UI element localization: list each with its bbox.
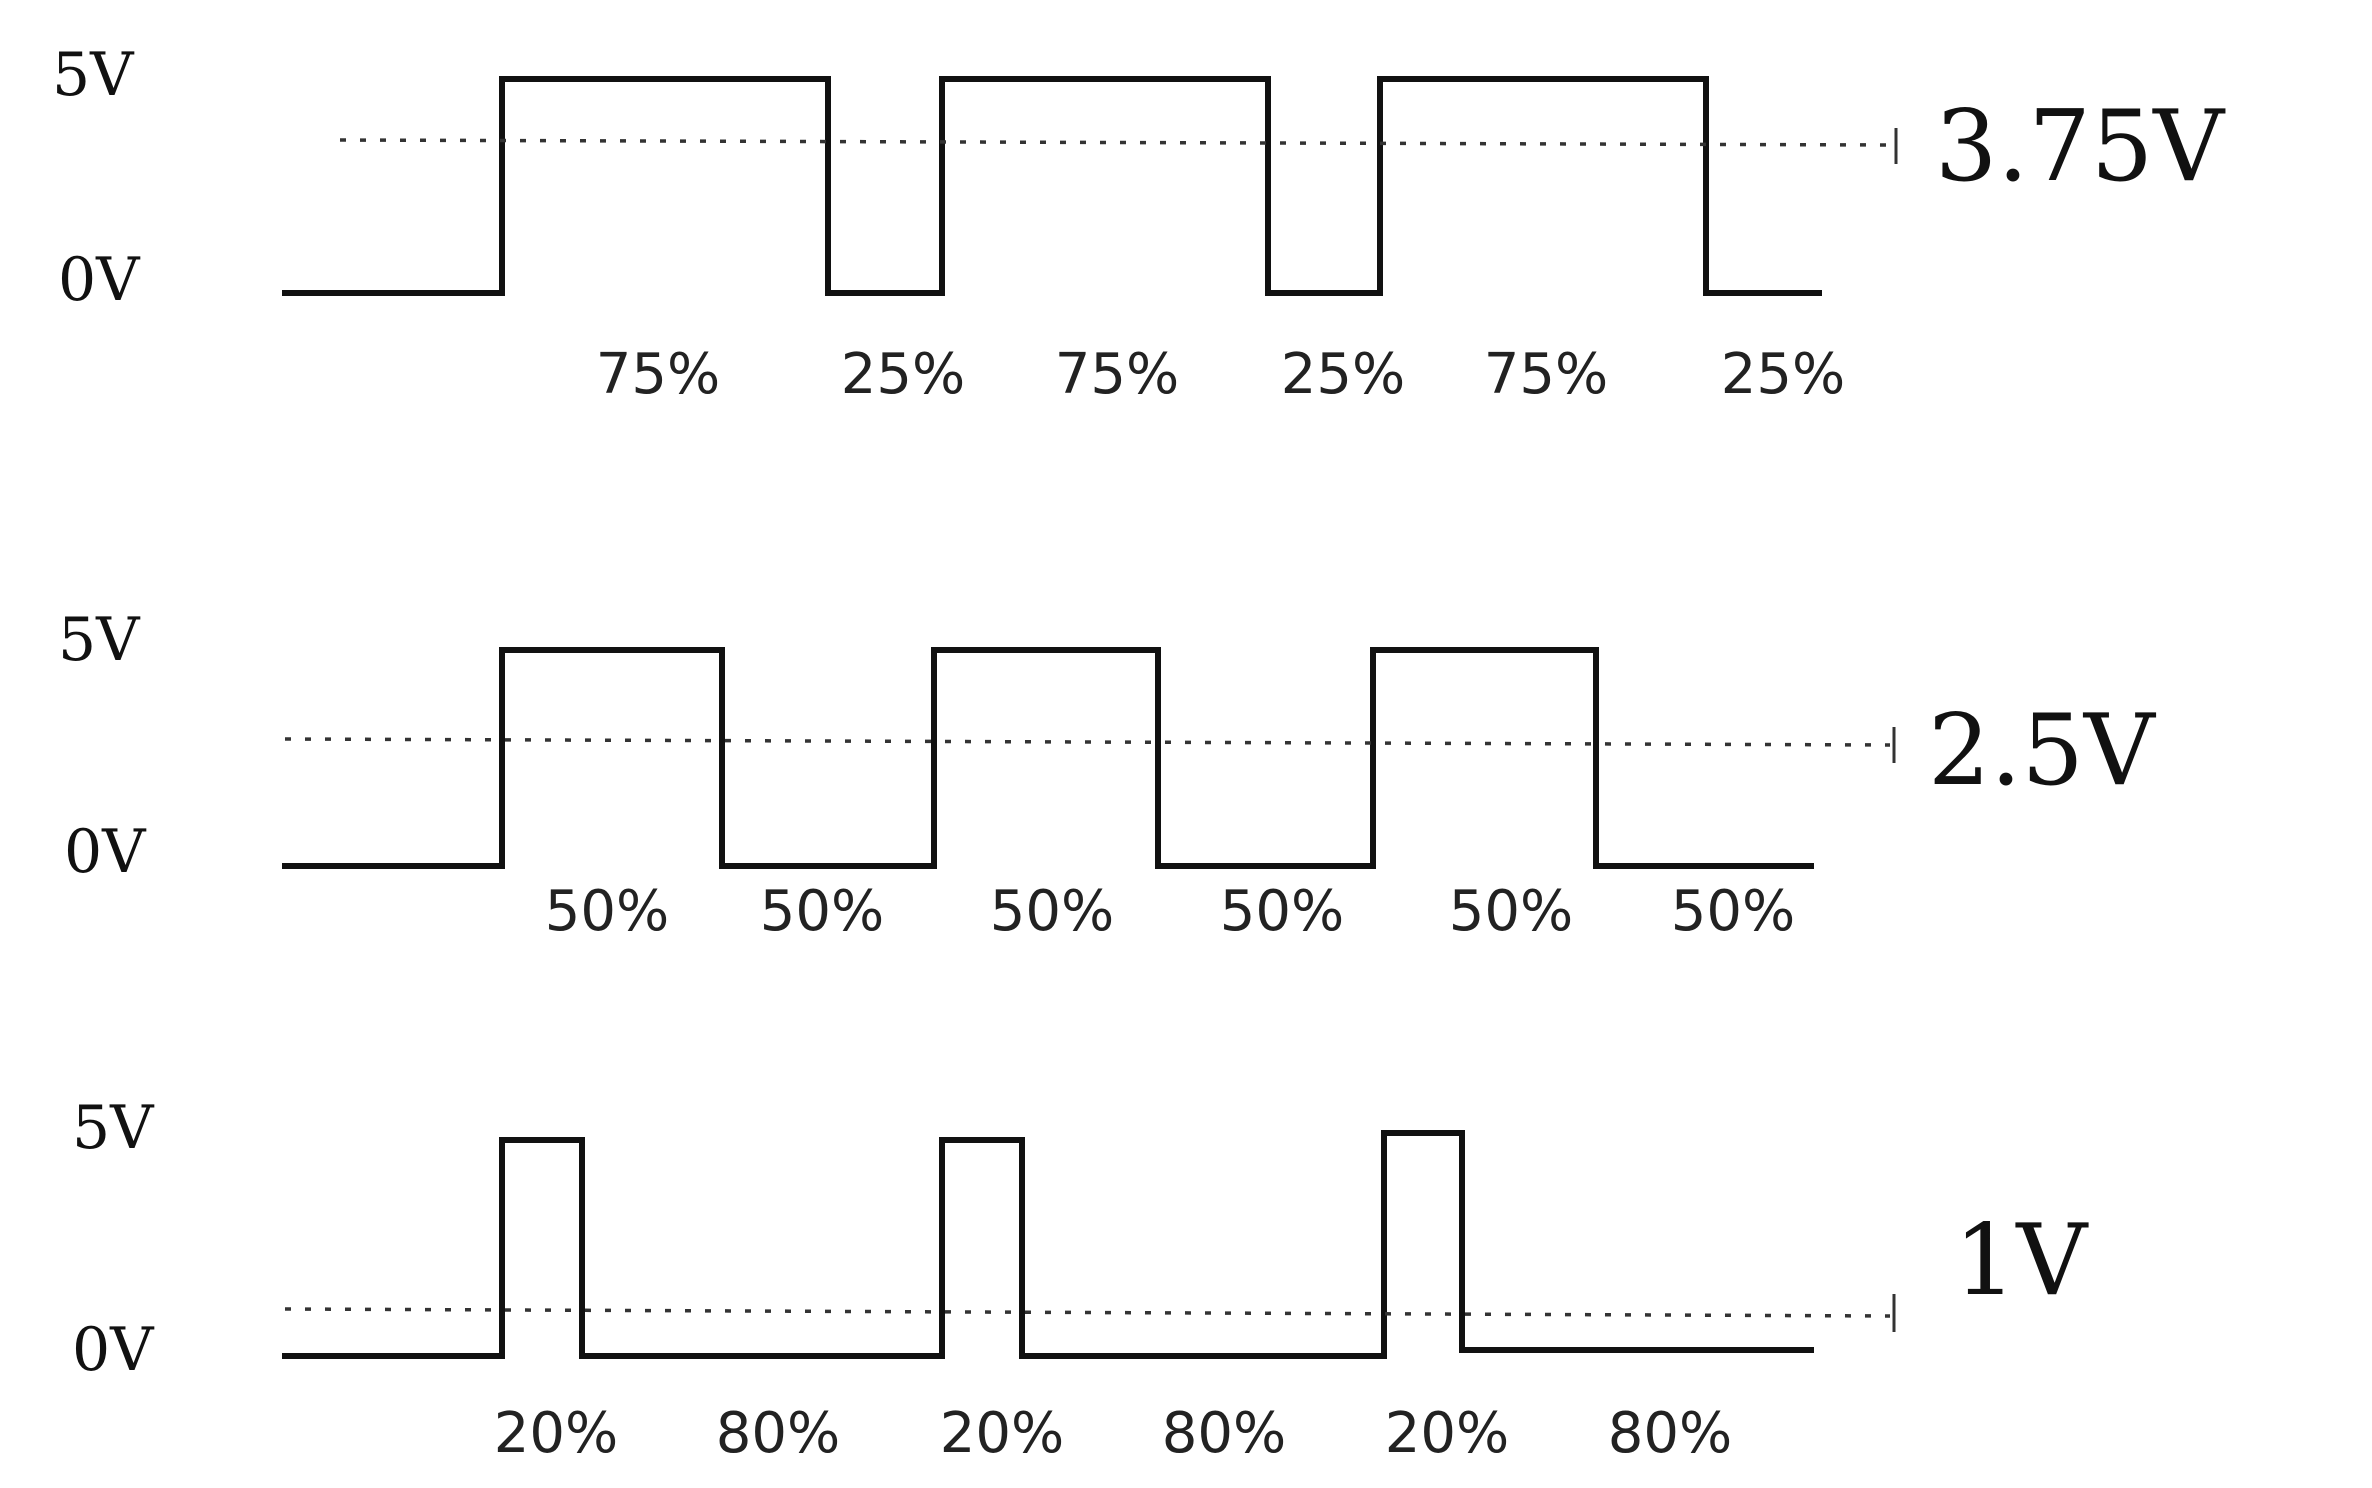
low-level-label: 0V [64, 817, 147, 887]
duty-label: 20% [494, 1401, 618, 1466]
low-level-label: 0V [72, 1315, 155, 1385]
average-voltage-label: 1V [1954, 1204, 2089, 1318]
duty-label: 75% [596, 342, 720, 407]
duty-labels: 20% 80% 20% 80% 20% 80% [494, 1401, 1732, 1466]
duty-label: 20% [1385, 1401, 1509, 1466]
duty-label: 75% [1055, 342, 1179, 407]
duty-label: 20% [940, 1401, 1064, 1466]
low-level-label: 0V [58, 245, 141, 315]
duty-label: 25% [1721, 342, 1845, 407]
duty-labels: 50% 50% 50% 50% 50% 50% [545, 879, 1795, 944]
average-voltage-label: 3.75V [1935, 90, 2226, 204]
pwm-panel-75: 5V 0V 3.75V 75% 25% 75% 25% 75% 25% [52, 40, 2226, 407]
duty-label: 50% [990, 879, 1114, 944]
high-level-label: 5V [72, 1093, 155, 1163]
duty-label: 50% [1220, 879, 1344, 944]
duty-label: 80% [1608, 1401, 1732, 1466]
pwm-panel-20: 5V 0V 1V 20% 80% 20% 80% 20% 80% [72, 1093, 2089, 1466]
pwm-waveform [282, 647, 1814, 869]
duty-label: 75% [1484, 342, 1608, 407]
pwm-waveform [282, 1130, 1814, 1359]
pwm-waveform [282, 76, 1822, 296]
duty-label: 50% [1449, 879, 1573, 944]
duty-label: 50% [545, 879, 669, 944]
pwm-panel-50: 5V 0V 2.5V 50% 50% 50% 50% 50% 50% [58, 605, 2157, 944]
duty-labels: 75% 25% 75% 25% 75% 25% [596, 342, 1845, 407]
duty-label: 25% [1281, 342, 1405, 407]
duty-label: 80% [716, 1401, 840, 1466]
duty-label: 50% [1671, 879, 1795, 944]
average-voltage-line [284, 737, 1891, 747]
duty-label: 50% [760, 879, 884, 944]
average-voltage-line [284, 1307, 1891, 1318]
high-level-label: 5V [58, 605, 141, 675]
average-voltage-line [339, 138, 1893, 147]
duty-label: 80% [1162, 1401, 1286, 1466]
average-voltage-label: 2.5V [1928, 694, 2157, 808]
duty-label: 25% [841, 342, 965, 407]
high-level-label: 5V [52, 40, 135, 110]
